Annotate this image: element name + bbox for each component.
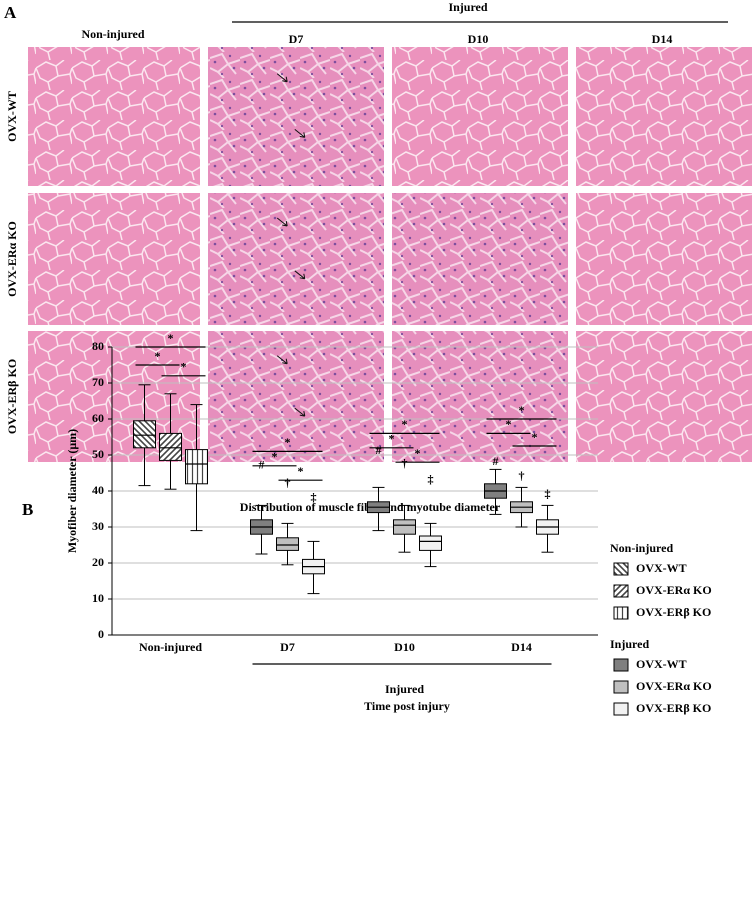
y-tick-label: 80 — [92, 339, 104, 353]
y-tick-label: 0 — [98, 627, 104, 641]
row-label: OVX-WT — [5, 91, 19, 142]
legend-swatch — [613, 584, 629, 598]
significance-symbol: # — [493, 454, 499, 468]
micrograph — [208, 193, 384, 325]
y-tick-label: 20 — [92, 555, 104, 569]
y-tick-label: 30 — [92, 519, 104, 533]
significance-mark: * — [181, 360, 187, 374]
legend-swatch — [613, 562, 629, 576]
x-tick-label: Non-injured — [139, 640, 202, 654]
column-label: D14 — [652, 32, 673, 46]
significance-mark: * — [168, 331, 174, 345]
legend-label: OVX-WT — [636, 657, 687, 671]
arrow — [294, 270, 306, 280]
significance-mark: * — [285, 435, 291, 449]
legend-swatch — [613, 606, 629, 620]
legend-header: Non-injured — [610, 541, 673, 555]
legend-swatch — [613, 702, 629, 716]
box — [159, 432, 182, 461]
significance-symbol: ‡ — [545, 486, 551, 500]
y-axis-label: Myofiber diameter (μm) — [65, 429, 79, 553]
arrow — [276, 217, 288, 227]
panel-b: B Distribution of muscle fiber and myotu… — [22, 331, 712, 716]
legend-label: OVX-ERα KO — [636, 583, 712, 597]
micrograph — [392, 47, 568, 186]
legend-label: OVX-ERα KO — [636, 679, 712, 693]
x-axis-label: Time post injury — [364, 699, 450, 713]
arrow — [294, 407, 306, 417]
arrow — [276, 355, 288, 365]
legend-header: Injured — [610, 637, 649, 651]
micrograph — [392, 193, 568, 325]
significance-mark: * — [298, 464, 304, 478]
box — [133, 420, 156, 449]
significance-symbol: ‡ — [428, 472, 434, 486]
significance-mark: * — [519, 403, 525, 417]
significance-symbol: † — [402, 456, 408, 470]
significance-mark: * — [402, 417, 408, 431]
x-tick-label: D10 — [394, 640, 415, 654]
x-tick-label: D7 — [280, 640, 295, 654]
panel-label: A — [4, 3, 17, 22]
row-label: OVX-ERα KO — [5, 221, 19, 297]
arrow — [294, 128, 306, 138]
significance-mark: * — [272, 450, 278, 464]
significance-symbol: # — [376, 443, 382, 457]
legend-swatch — [613, 658, 629, 672]
legend-label: OVX-WT — [636, 561, 687, 575]
group-header: Injured — [448, 0, 487, 14]
y-tick-label: 50 — [92, 447, 104, 461]
micrograph — [576, 331, 752, 462]
significance-mark: * — [415, 446, 421, 460]
y-tick-label: 70 — [92, 375, 104, 389]
y-tick-label: 10 — [92, 591, 104, 605]
micrograph — [28, 193, 200, 325]
significance-mark: * — [506, 417, 512, 431]
legend-label: OVX-ERβ KO — [636, 605, 711, 619]
micrograph — [576, 47, 752, 186]
panel-a: A Injured Non-injured D7 D10 D14 OVX-WT OVX-E… — [4, 0, 752, 462]
significance-mark: * — [155, 349, 161, 363]
significance-mark: * — [532, 430, 538, 444]
significance-symbol: † — [519, 468, 525, 482]
micrograph — [392, 331, 568, 462]
panel-label: B — [22, 500, 33, 519]
arrow — [276, 73, 288, 83]
x-tick-label: D14 — [511, 640, 532, 654]
row-label: OVX-ERβ KO — [5, 359, 19, 434]
micrograph — [28, 47, 200, 186]
box — [185, 449, 208, 485]
column-label: D10 — [468, 32, 489, 46]
x-group-label: Injured — [385, 682, 424, 696]
micrograph — [208, 331, 384, 462]
significance-symbol: ‡ — [311, 490, 317, 504]
box — [419, 535, 442, 551]
micrograph — [208, 47, 384, 186]
column-label: D7 — [289, 32, 304, 46]
legend-label: OVX-ERβ KO — [636, 701, 711, 715]
y-tick-label: 40 — [92, 483, 104, 497]
box — [276, 537, 299, 551]
significance-mark: * — [389, 432, 395, 446]
significance-symbol: # — [259, 458, 265, 472]
legend-swatch — [613, 680, 629, 694]
column-label: Non-injured — [81, 27, 144, 41]
box — [393, 519, 416, 535]
significance-symbol: † — [285, 476, 291, 490]
micrograph — [576, 193, 752, 325]
y-tick-label: 60 — [92, 411, 104, 425]
